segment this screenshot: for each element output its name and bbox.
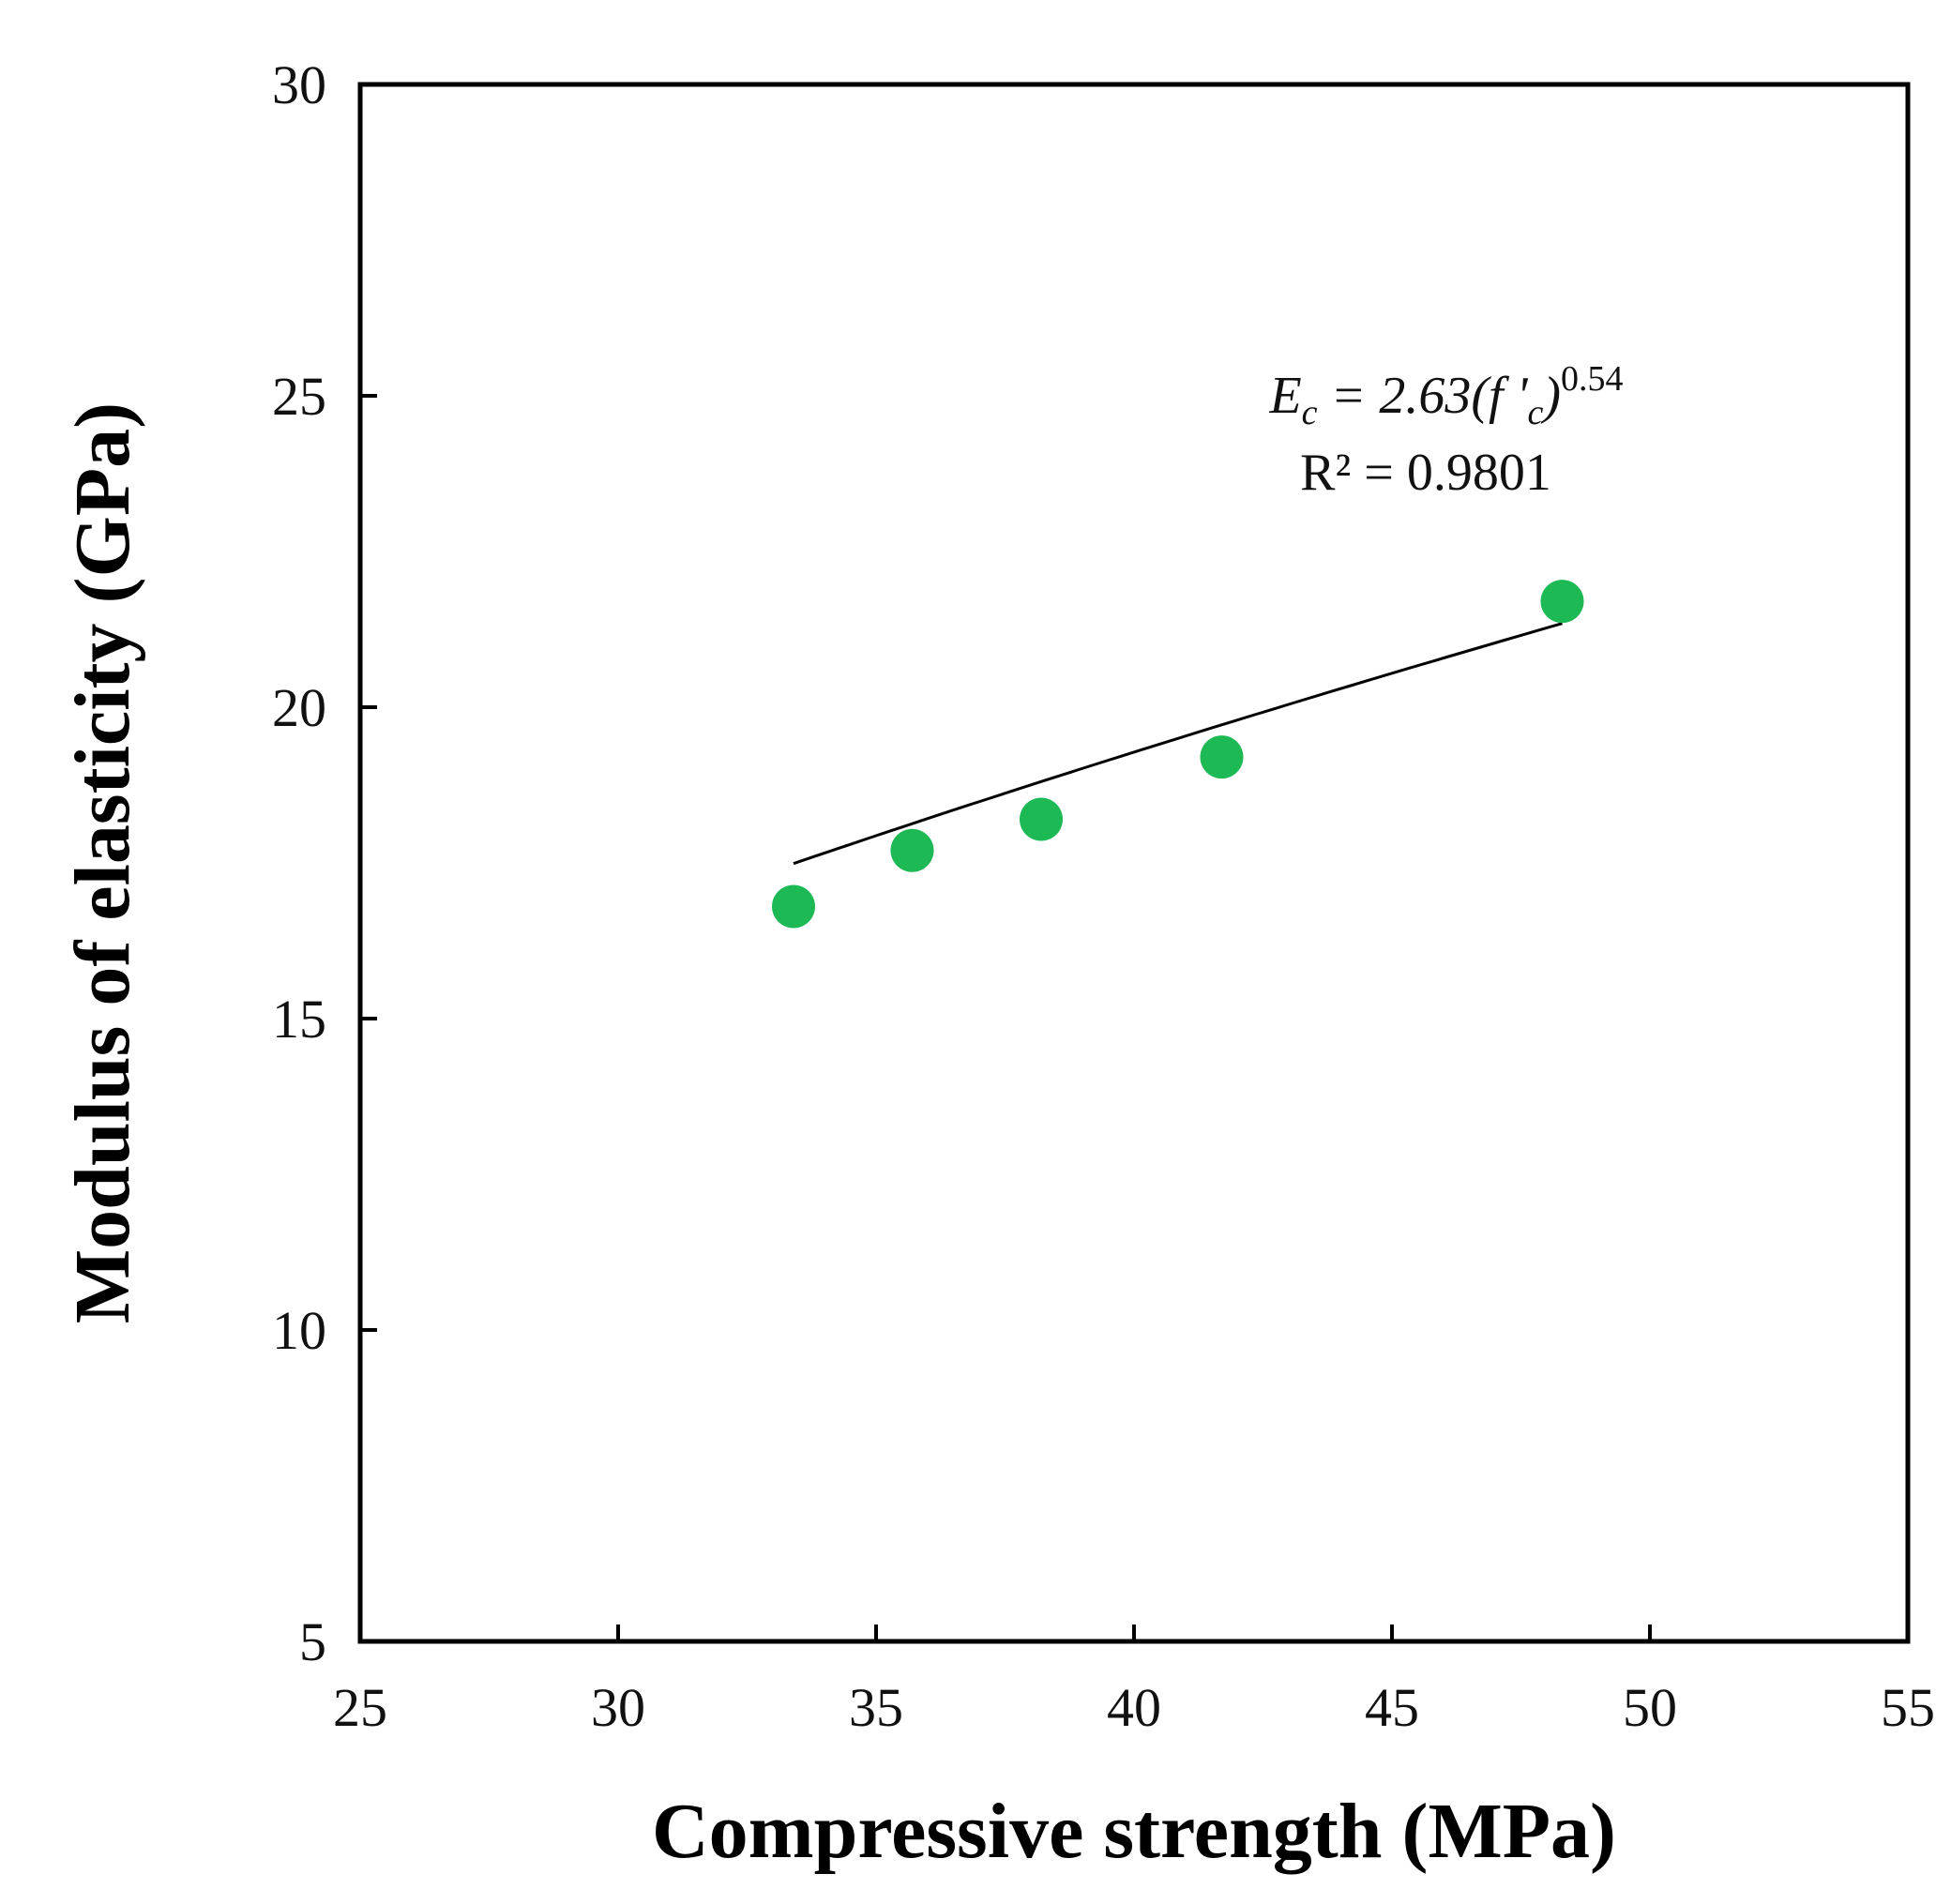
x-tick-label: 50 bbox=[1623, 1677, 1677, 1738]
equation-f-sub: c bbox=[1528, 393, 1544, 432]
y-tick-label: 30 bbox=[272, 54, 326, 115]
y-axis-ticks: 5 10 15 20 25 30 bbox=[272, 54, 377, 1672]
x-tick-label: 25 bbox=[333, 1677, 387, 1738]
data-point bbox=[772, 884, 815, 929]
x-tick-label: 30 bbox=[591, 1677, 645, 1738]
equation-power: 0.54 bbox=[1561, 359, 1624, 399]
x-tick-label: 40 bbox=[1107, 1677, 1161, 1738]
trend-equation: Ec = 2.63(f 'c)0.54 bbox=[1268, 359, 1623, 432]
x-tick-label: 45 bbox=[1365, 1677, 1419, 1738]
trendline bbox=[793, 622, 1563, 866]
data-point bbox=[1540, 580, 1584, 624]
data-points bbox=[772, 580, 1584, 929]
plot-area bbox=[357, 82, 1911, 1644]
equation-close: ) bbox=[1540, 367, 1561, 425]
data-point bbox=[1200, 735, 1244, 779]
y-tick-label: 25 bbox=[272, 366, 326, 427]
x-axis-title: Compressive strength (MPa) bbox=[652, 1788, 1616, 1875]
y-tick-label: 15 bbox=[272, 989, 326, 1050]
y-tick-label: 20 bbox=[272, 677, 326, 738]
equation-lhs-sub: c bbox=[1302, 393, 1318, 432]
x-tick-label: 35 bbox=[849, 1677, 903, 1738]
data-point bbox=[1020, 797, 1063, 841]
y-tick-label: 10 bbox=[272, 1300, 326, 1361]
y-tick-label: 5 bbox=[299, 1611, 326, 1672]
data-point bbox=[890, 828, 934, 872]
equation-mid: = 2.63( bbox=[1318, 367, 1492, 425]
r-squared-label: R² = 0.9801 bbox=[1300, 444, 1551, 502]
equation-f-var: f ' bbox=[1489, 367, 1529, 425]
x-axis-ticks: 25 30 35 40 45 50 55 bbox=[333, 1624, 1935, 1738]
y-axis-title: Modulus of elasticity (GPa) bbox=[59, 402, 146, 1323]
equation-lhs-var: E bbox=[1268, 367, 1301, 425]
x-tick-label: 55 bbox=[1881, 1677, 1935, 1738]
trendline-group bbox=[793, 622, 1563, 866]
